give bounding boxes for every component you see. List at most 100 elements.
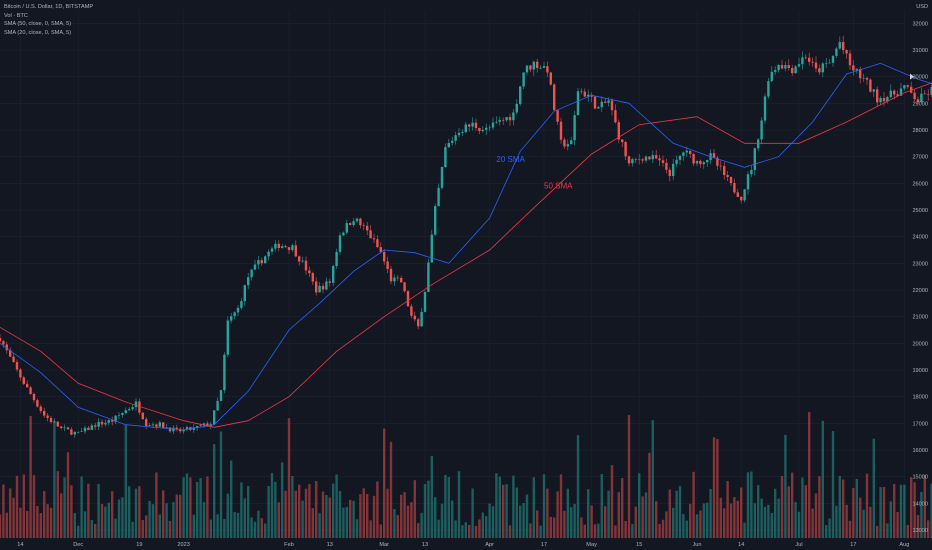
volume-bar — [529, 523, 532, 538]
candle-body — [151, 424, 155, 426]
volume-bar — [648, 452, 651, 538]
volume-bar — [753, 503, 756, 538]
volume-bar — [49, 507, 53, 538]
volume-bar — [780, 476, 784, 538]
candle-body — [77, 431, 80, 433]
candle-body — [889, 90, 892, 98]
candle-body — [461, 131, 464, 133]
volume-bar — [315, 481, 318, 538]
volume-bar — [791, 472, 794, 538]
candle-body — [379, 247, 382, 253]
candle-body — [291, 245, 294, 251]
candle-body — [879, 98, 882, 103]
volume-bar — [709, 488, 712, 538]
volume-bar — [270, 472, 274, 538]
candle-body — [49, 417, 53, 423]
candle-body — [328, 281, 331, 283]
volume-bar — [332, 483, 335, 538]
candle-body — [774, 70, 777, 72]
candle-body — [797, 64, 801, 67]
volume-bar — [627, 415, 631, 538]
volume-bar — [338, 491, 342, 538]
candle-body — [9, 350, 12, 357]
candle-body — [158, 422, 161, 427]
volume-bar — [706, 502, 709, 538]
candle-body — [831, 55, 835, 63]
volume-bar — [155, 472, 158, 538]
volume-legend[interactable]: Vol · BTC — [4, 12, 28, 19]
candle-body — [672, 163, 675, 177]
volume-bar — [478, 519, 481, 538]
volume-bar — [587, 489, 590, 538]
volume-bar — [219, 431, 223, 538]
volume-bar — [410, 502, 413, 538]
candle-body — [162, 422, 165, 428]
candle-body — [668, 169, 671, 177]
candle-body — [699, 160, 702, 165]
y-tick-label: 20000 — [912, 341, 928, 347]
volume-bar — [430, 456, 433, 538]
volume-bar — [352, 500, 355, 538]
volume-bar — [624, 520, 627, 538]
candle-body — [811, 61, 814, 63]
volume-bar — [250, 517, 253, 538]
candle-body — [617, 122, 620, 140]
candle-body — [916, 99, 920, 103]
volume-bar — [114, 518, 117, 538]
candlesticks — [0, 35, 932, 438]
chart-legend: Bitcoin / U.S. Dollar, 1D, BITSTAMP Vol … — [4, 3, 93, 37]
sma50-legend[interactable]: SMA (50, close, 0, SMA, 5) — [4, 21, 72, 28]
volume-bar — [417, 523, 420, 538]
volume-bar — [87, 483, 90, 538]
volume-bar — [243, 498, 246, 538]
volume-bar — [845, 504, 848, 538]
candle-body — [100, 421, 104, 425]
sma20-legend[interactable]: SMA (20, close, 0, SMA, 5) — [4, 29, 72, 36]
volume-bar — [896, 511, 899, 538]
volume-bar — [481, 512, 484, 538]
candle-body — [607, 100, 610, 103]
volume-bar — [638, 473, 641, 538]
volume-bar — [454, 520, 457, 538]
x-tick-label: Jun — [692, 542, 701, 548]
candle-body — [825, 63, 828, 65]
price-axis[interactable]: 13000 14000 15000 16000 17000 18000 19000 20000… — [910, 4, 928, 534]
volume-bar — [794, 502, 797, 538]
volume-bar — [2, 484, 5, 538]
volume-bar — [403, 492, 406, 538]
volume-bar — [284, 490, 287, 538]
volume-bar — [580, 517, 583, 538]
candle-body — [372, 238, 376, 240]
candle-body — [308, 270, 311, 274]
volume-bar — [434, 497, 437, 538]
volume-bar — [903, 484, 906, 538]
volume-bar — [695, 514, 699, 538]
volume-bar — [124, 424, 127, 538]
volume-bar — [213, 444, 216, 538]
symbol-title[interactable]: Bitcoin / U.S. Dollar, 1D, BITSTAMP — [4, 4, 94, 10]
volume-bar — [233, 512, 236, 538]
time-axis[interactable]: 14 Dec 19 2023 Feb 13 Mar 13 Apr 17 May 15 Jun 14 Jul 1… — [17, 542, 932, 548]
volume-bar — [447, 477, 450, 538]
candle-body — [349, 223, 352, 225]
volume-bar — [325, 495, 328, 538]
candle-body — [597, 107, 600, 109]
volume-bar — [614, 525, 617, 538]
volume-bar — [0, 514, 2, 538]
candle-body — [315, 281, 318, 293]
volume-bar — [525, 494, 529, 538]
candle-body — [920, 93, 923, 103]
candle-body — [556, 110, 559, 122]
x-tick-label: 17 — [541, 542, 547, 548]
volume-bar — [495, 473, 498, 538]
x-tick-label: Apr — [485, 542, 494, 548]
candle-body — [145, 419, 148, 427]
volume-bar — [590, 505, 593, 538]
volume-bar — [94, 523, 97, 538]
candle-body — [301, 260, 304, 262]
candle-body — [576, 91, 580, 116]
x-tick-label: 19 — [136, 542, 142, 548]
candle-body — [352, 221, 355, 225]
volume-bar — [168, 520, 172, 538]
